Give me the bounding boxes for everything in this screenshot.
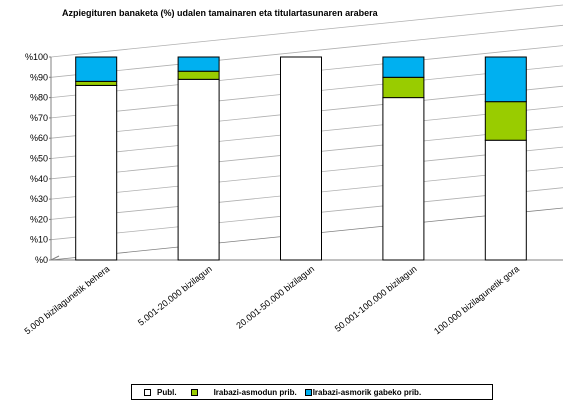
bar-segment-publ bbox=[281, 57, 322, 260]
y-tick-label: %50 bbox=[30, 154, 48, 164]
bar-segment-irabazi-asmodun bbox=[485, 102, 526, 141]
legend-swatch-irabazi-asmodun bbox=[191, 389, 198, 396]
bar-segment-irabazi-asmodun bbox=[76, 81, 117, 85]
y-tick-label: %100 bbox=[25, 52, 48, 62]
legend-label-publ: Publ. bbox=[157, 388, 177, 397]
y-tick-label: %60 bbox=[30, 133, 48, 143]
y-tick-label: %0 bbox=[35, 255, 48, 265]
y-tick-label: %10 bbox=[30, 235, 48, 245]
stacked-bar-chart: %0 %10 %20 %30 %40 %50 %60 %70 %80 %90 %100 5.000 … bbox=[0, 0, 563, 380]
gridline bbox=[51, 5, 563, 57]
legend-swatch-irabazi-asmorik-gabeko bbox=[305, 389, 312, 396]
x-tick-labels: 5.000 bizilagunetik behera 5.001-20.000 b… bbox=[22, 264, 521, 337]
legend-label-irabazi-asmodun: Irabazi-asmodun prib. bbox=[214, 388, 297, 397]
legend-label-irabazi-asmorik-gabeko: Irabazi-asmorik gabeko prib. bbox=[313, 388, 421, 397]
bar-segment-publ bbox=[383, 98, 424, 260]
x-tick-label: 100.000 bizilagunetik gora bbox=[432, 264, 521, 337]
legend-item-irabazi-asmodun: Irabazi-asmodun prib. bbox=[191, 388, 297, 397]
x-tick-label: 5.001-20.000 bizilagun bbox=[136, 264, 214, 328]
y-tick-label: %90 bbox=[30, 72, 48, 82]
bar-segment-publ bbox=[76, 85, 117, 260]
x-tick-label: 50.001-100.000 bizilagun bbox=[333, 264, 419, 334]
legend-item-irabazi-asmorik-gabeko: Irabazi-asmorik gabeko prib. bbox=[305, 388, 421, 397]
bar-segment-irabazi-asmorik-gabeko bbox=[76, 57, 117, 81]
bar-segment-irabazi-asmodun bbox=[383, 77, 424, 97]
bar-segment-irabazi-asmorik-gabeko bbox=[485, 57, 526, 102]
bars bbox=[76, 57, 527, 260]
legend: Publ. Irabazi-asmodun prib. Irabazi-asmo… bbox=[131, 384, 493, 400]
y-tick-labels: %0 %10 %20 %30 %40 %50 %60 %70 %80 %90 %100 bbox=[25, 52, 48, 265]
x-tick-label: 20.001-50.000 bizilagun bbox=[234, 264, 316, 331]
bar-segment-irabazi-asmodun bbox=[178, 71, 219, 79]
y-tick-label: %80 bbox=[30, 93, 48, 103]
y-tick-label: %40 bbox=[30, 174, 48, 184]
bar-segment-publ bbox=[485, 140, 526, 260]
bar-segment-publ bbox=[178, 79, 219, 260]
y-tick-label: %30 bbox=[30, 194, 48, 204]
bar-segment-irabazi-asmorik-gabeko bbox=[178, 57, 219, 71]
x-tick-label: 5.000 bizilagunetik behera bbox=[22, 264, 111, 337]
legend-swatch-publ bbox=[144, 389, 151, 396]
y-tick-label: %70 bbox=[30, 113, 48, 123]
legend-item-publ: Publ. bbox=[144, 388, 177, 397]
bar-segment-irabazi-asmorik-gabeko bbox=[383, 57, 424, 77]
y-tick-label: %20 bbox=[30, 214, 48, 224]
